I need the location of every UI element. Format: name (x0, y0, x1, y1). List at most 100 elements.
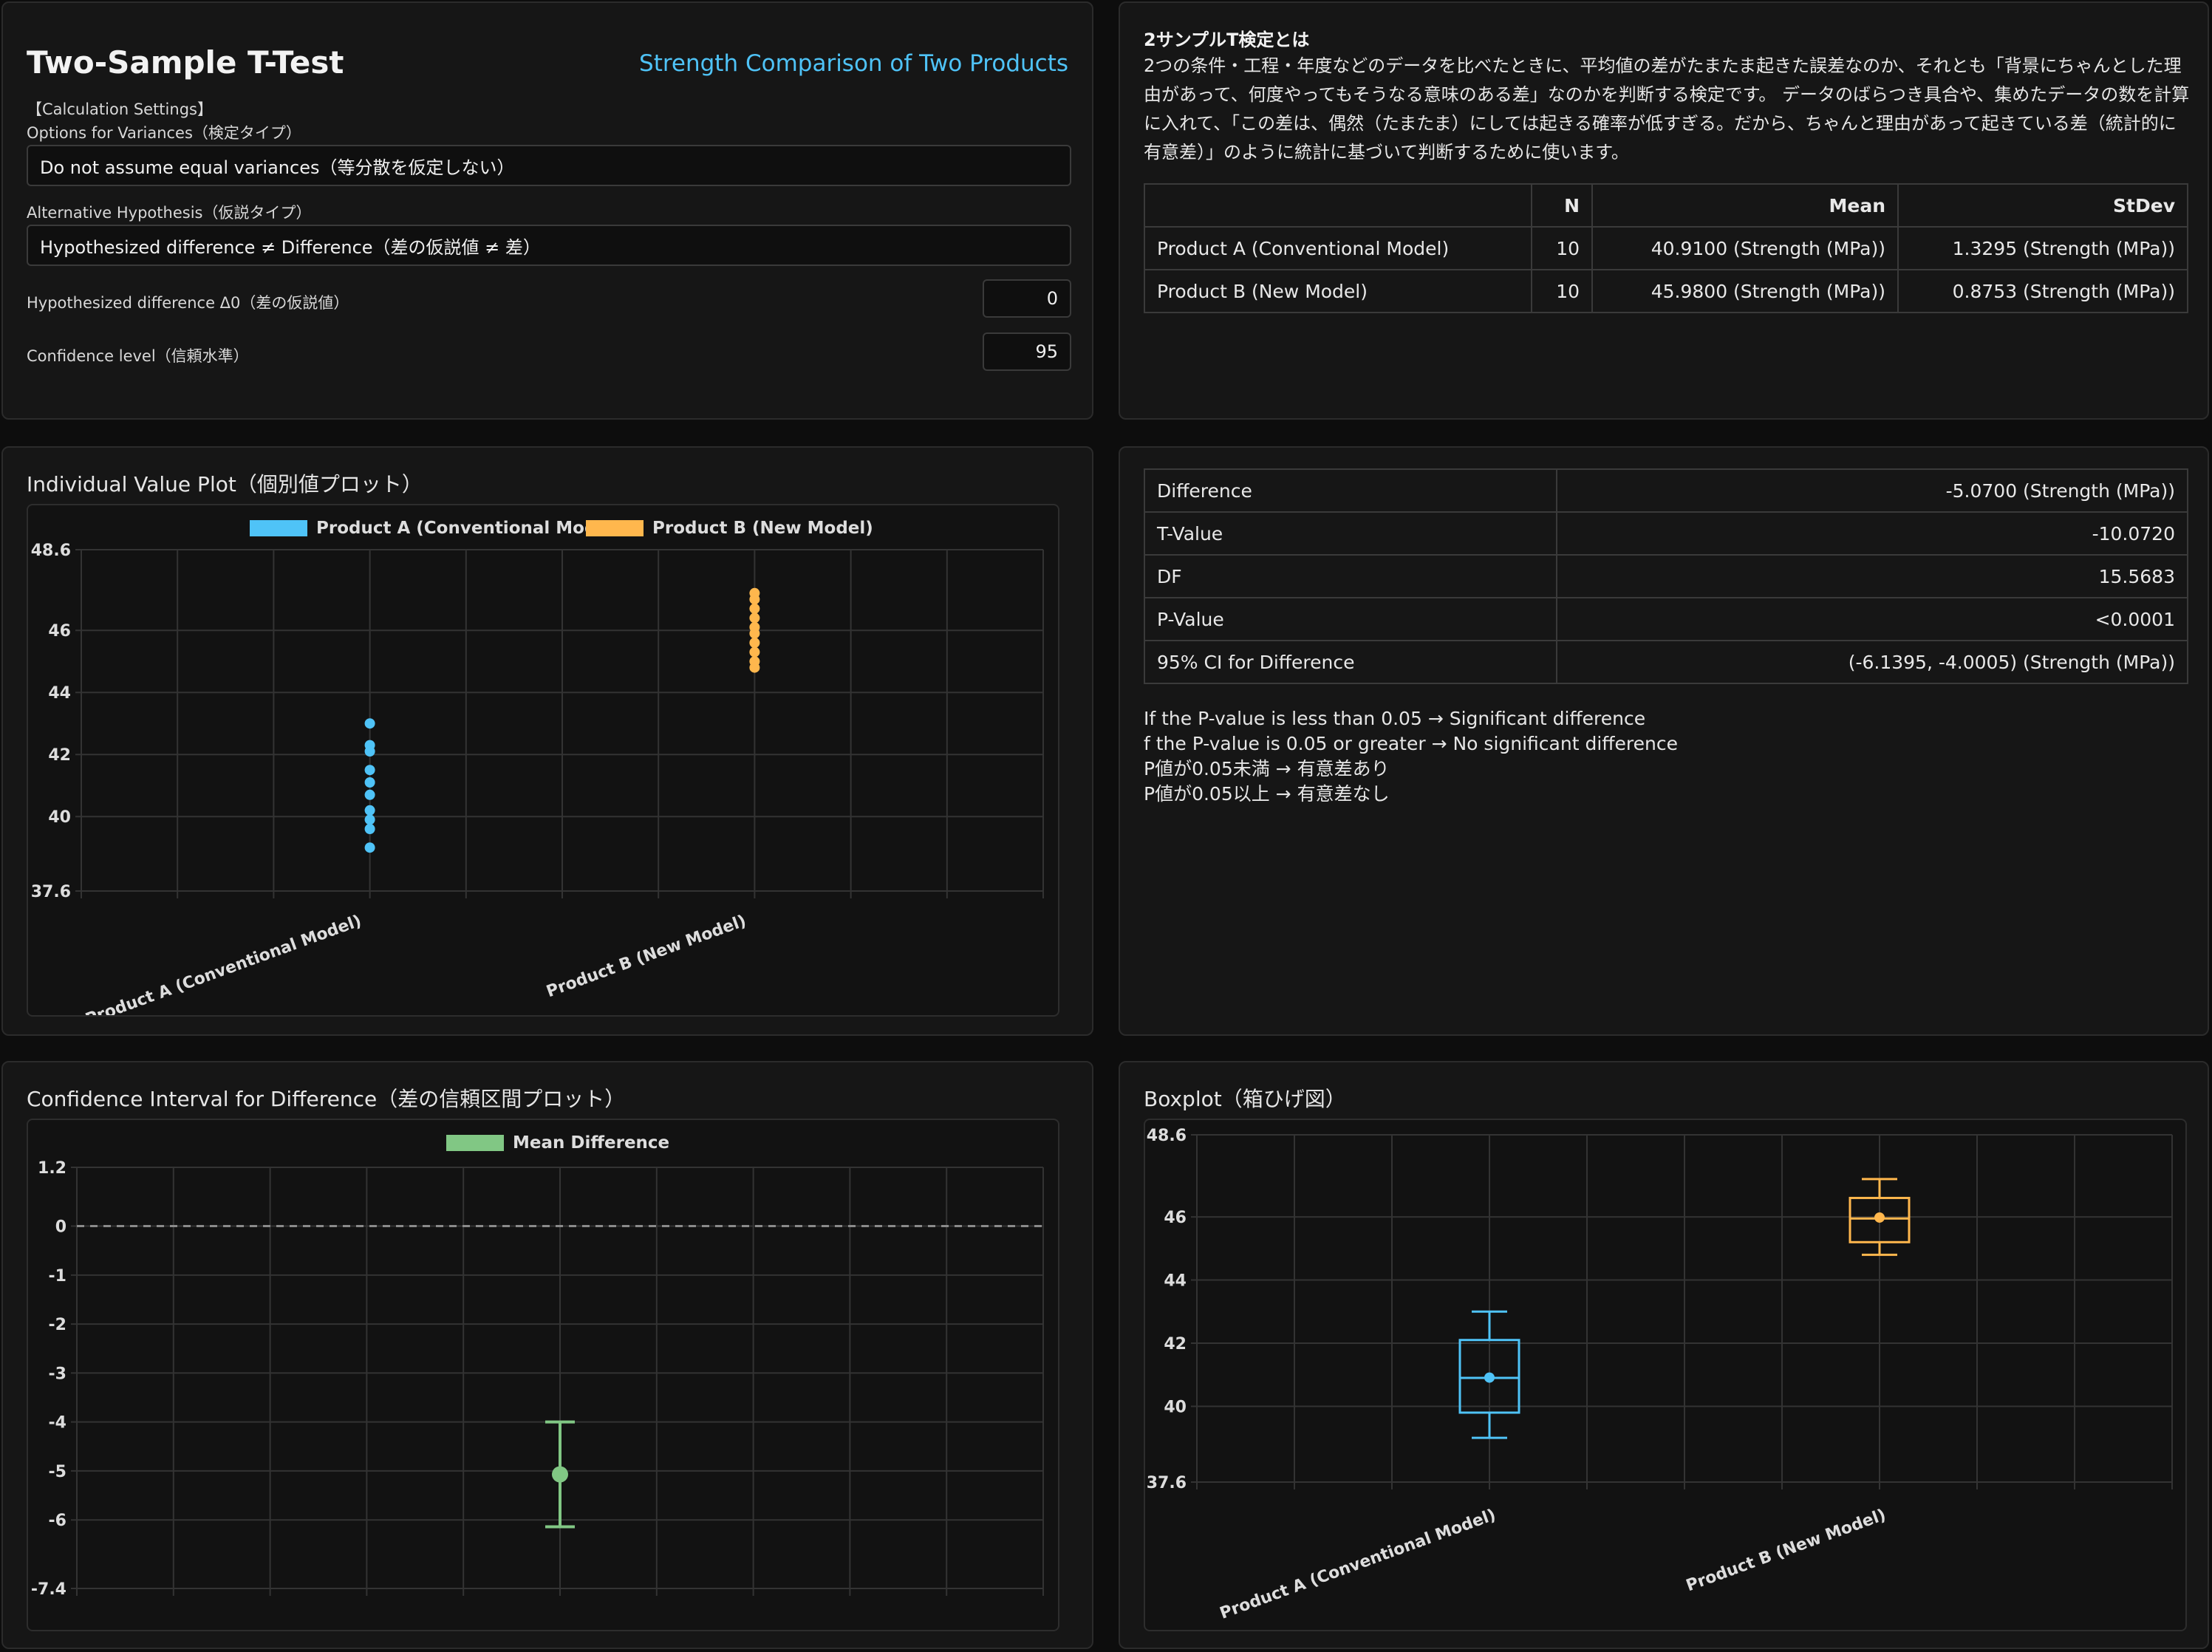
x-tick-label: Product B (New Model) (544, 912, 748, 1001)
data-point (364, 805, 375, 816)
data-point (364, 842, 375, 853)
individual-value-plot-panel: Individual Value Plot（個別値プロット） 37.6 40 42 4… (1, 446, 1093, 1036)
table-row: T-Value -10.0720 (1144, 511, 2188, 556)
mean-point (1484, 1372, 1495, 1383)
confidence-interval-panel: Confidence Interval for Difference（差の信頼区… (1, 1061, 1093, 1649)
interpretation-notes: If the P-value is less than 0.05 → Signi… (1144, 706, 1678, 807)
y-tick-label: 46 (1164, 1209, 1187, 1227)
y-tick-label: -5 (49, 1463, 66, 1481)
table-row: Product B (New Model) 10 45.9800 (Streng… (1144, 269, 2188, 313)
data-point (749, 587, 760, 598)
alternative-hypothesis-value: Hypothesized difference ≠ Difference（差の仮… (40, 236, 541, 258)
data-point (364, 777, 375, 788)
y-tick-label: -4 (49, 1414, 66, 1433)
result-value: -5.0700 (Strength (MPa)) (1556, 468, 2188, 513)
note-line: f the P-value is 0.05 or greater → No si… (1144, 733, 1678, 754)
confidence-level-input[interactable]: 95 (983, 332, 1071, 371)
data-point (364, 718, 375, 729)
confidence-interval-plot: -7.4 -6 -5 -4 -3 -2 -1 0 1.2 Mean Difference (31, 1133, 1044, 1599)
table-header-row: N Mean StDev (1144, 183, 2188, 228)
hypothesized-difference-input[interactable]: 0 (983, 279, 1071, 318)
sample-summary-table: N Mean StDev Product A (Conventional Mod… (1144, 183, 2188, 313)
data-point (364, 789, 375, 800)
y-tick-label: 40 (1164, 1398, 1187, 1416)
result-value: 15.5683 (1556, 554, 2188, 598)
data-point (749, 638, 760, 648)
row-name: Product A (Conventional Model) (1144, 226, 1532, 270)
settings-panel: Two-Sample T-Test Strength Comparison of… (1, 1, 1093, 420)
boxplot-frame: 37.6 40 42 44 46 48.6 Product A (Conventional … (1144, 1119, 2187, 1631)
boxplot-panel: Boxplot（箱ひげ図） 37.6 40 42 44 46 48.6 Product A … (1119, 1061, 2209, 1649)
y-tick-label: 46 (48, 622, 71, 641)
data-point (749, 646, 760, 658)
box (1458, 1339, 1520, 1414)
variance-option-label: Options for Variances（検定タイプ） (27, 124, 301, 142)
result-label: 95% CI for Difference (1144, 640, 1557, 684)
row-n: 10 (1531, 269, 1593, 313)
table-row: DF 15.5683 (1144, 554, 2188, 598)
confidence-level-value: 95 (1035, 341, 1058, 362)
y-tick-label: 37.6 (1147, 1474, 1187, 1492)
hypothesized-difference-value: 0 (1046, 288, 1058, 309)
table-row: Difference -5.0700 (Strength (MPa)) (1144, 468, 2188, 513)
boxplot-plot: 37.6 40 42 44 46 48.6 Product A (Conventional … (1147, 1127, 2173, 1623)
note-line: If the P-value is less than 0.05 → Signi… (1144, 708, 1646, 729)
table-header-blank (1144, 183, 1532, 228)
result-label: Difference (1144, 468, 1557, 513)
y-tick-label: -6 (49, 1512, 66, 1530)
y-tick-label: 42 (1164, 1335, 1187, 1354)
row-name: Product B (New Model) (1144, 269, 1532, 313)
y-tick-label: 48.6 (31, 542, 71, 560)
y-tick-label: 37.6 (31, 883, 71, 901)
calculation-settings-label: 【Calculation Settings】 (27, 100, 213, 118)
page-subtitle: Strength Comparison of Two Products (639, 50, 1068, 77)
variance-option-select[interactable]: Do not assume equal variances（等分散を仮定しない） (27, 145, 1071, 186)
description-panel: 2サンプルT検定とは 2つの条件・工程・年度などのデータを比べたときに、平均値の… (1119, 1, 2209, 420)
y-tick-label: 1.2 (38, 1159, 66, 1178)
y-tick-label: 44 (48, 684, 71, 703)
y-tick-label: -1 (49, 1267, 66, 1286)
results-panel: Difference -5.0700 (Strength (MPa)) T-Va… (1119, 446, 2209, 1036)
x-tick-label: Product A (Conventional Model) (1218, 1506, 1498, 1623)
y-tick-label: -3 (49, 1365, 66, 1383)
individual-value-plot-title: Individual Value Plot（個別値プロット） (27, 472, 423, 496)
table-row: Product A (Conventional Model) 10 40.910… (1144, 226, 2188, 270)
result-value: -10.0720 (1556, 511, 2188, 556)
row-mean: 45.9800 (Strength (MPa)) (1591, 269, 1899, 313)
box (1849, 1196, 1911, 1243)
variance-option-value: Do not assume equal variances（等分散を仮定しない） (40, 157, 515, 178)
mean-point (1874, 1212, 1885, 1223)
confidence-interval-title: Confidence Interval for Difference（差の信頼区… (27, 1087, 626, 1111)
data-point (749, 656, 760, 667)
data-point (749, 603, 760, 614)
table-row: P-Value <0.0001 (1144, 597, 2188, 641)
test-results-table: Difference -5.0700 (Strength (MPa)) T-Va… (1144, 468, 2188, 684)
legend-swatch (446, 1135, 504, 1151)
data-point (364, 765, 375, 776)
individual-value-plot-frame: 37.6 40 42 44 46 48.6 Product A (Conventional … (27, 504, 1059, 1029)
y-tick-label: 44 (1164, 1272, 1187, 1291)
table-header-stdev: StDev (1897, 183, 2188, 228)
y-tick-label: -7.4 (31, 1580, 66, 1599)
data-point (749, 622, 760, 632)
result-value: <0.0001 (1556, 597, 2188, 641)
result-value: (-6.1395, -4.0005) (Strength (MPa)) (1556, 640, 2188, 684)
description-title: 2サンプルT検定とは (1144, 30, 1310, 50)
row-mean: 40.9100 (Strength (MPa)) (1591, 226, 1899, 270)
data-point (749, 612, 760, 624)
y-tick-label: -2 (49, 1316, 66, 1334)
legend-label: Product B (New Model) (652, 519, 873, 538)
x-tick-label: Product B (New Model) (1684, 1506, 1888, 1595)
confidence-interval-frame: -7.4 -6 -5 -4 -3 -2 -1 0 1.2 Mean Difference (27, 1119, 1059, 1631)
alternative-hypothesis-select[interactable]: Hypothesized difference ≠ Difference（差の仮… (27, 225, 1071, 266)
alternative-hypothesis-label: Alternative Hypothesis（仮説タイプ） (27, 204, 312, 222)
row-stdev: 0.8753 (Strength (MPa)) (1897, 269, 2188, 313)
table-row: 95% CI for Difference (-6.1395, -4.0005)… (1144, 640, 2188, 684)
boxplot-title: Boxplot（箱ひげ図） (1144, 1087, 1346, 1111)
page-title: Two-Sample T-Test (27, 44, 344, 81)
y-tick-label: 40 (48, 808, 71, 827)
legend-swatch (250, 520, 307, 536)
note-line: P値が0.05未満 → 有意差あり (1144, 758, 1390, 779)
x-tick-label: Product A (Conventional Model) (83, 912, 363, 1015)
individual-value-plot: 37.6 40 42 44 46 48.6 Product A (Conventional … (31, 519, 1044, 1029)
